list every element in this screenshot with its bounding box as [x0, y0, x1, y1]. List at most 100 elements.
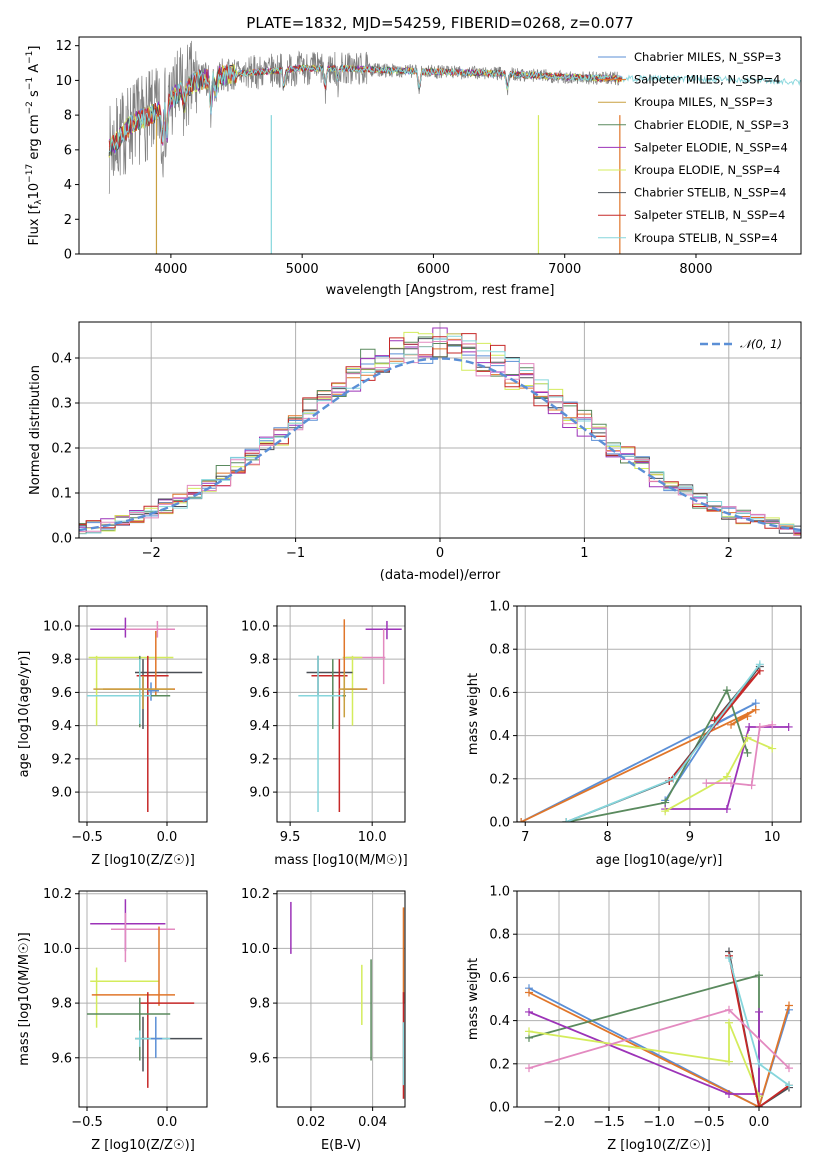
y-tick-label: 10.0 [43, 619, 72, 634]
series-marker [768, 720, 777, 729]
legend-entry: Chabrier ELODIE, N_SSP=3 [634, 118, 789, 132]
axes-frame [78, 890, 208, 1108]
y-tick-label: 1.0 [489, 600, 510, 615]
y-tick-label: 9.6 [51, 686, 72, 701]
series-marker [785, 1001, 793, 1010]
series-marker [725, 1005, 733, 1014]
y-tick-label: 10 [55, 74, 72, 89]
x-axis-label: age [log10(age/yr)] [596, 853, 723, 868]
x-tick-label: 7000 [548, 262, 581, 277]
errorbar-point [339, 672, 366, 718]
series-marker [702, 779, 711, 788]
x-tick-label: 9.5 [280, 830, 301, 845]
y-tick-label: 10.2 [43, 887, 72, 902]
y-tick-label: 0.0 [489, 1101, 510, 1116]
series-line-salpeter-elodie [665, 726, 789, 810]
mass_weight_vs_Z-plot-area [525, 947, 793, 1107]
series-marker [755, 1059, 763, 1068]
x-tick-label: 0.04 [358, 1115, 387, 1130]
legend-entry: Salpeter MILES, N_SSP=4 [634, 73, 780, 87]
series-marker [755, 660, 764, 669]
residual_histogram-panel: −2 −1 0 1 2 0.0 0.1 0.2 0.3 0.4 (data-model)/error… [28, 321, 802, 583]
age_vs_Z-panel: −0.5 0.0 9.0 9.2 9.4 9.6 9.8 10.0 Z [log10(Z/Z☉)… [17, 605, 208, 868]
series-marker [743, 712, 752, 721]
x-tick-label: −1.0 [643, 1115, 675, 1130]
x-tick-label: 0.0 [157, 1115, 178, 1130]
age_vs_Z-plot-area [87, 617, 203, 813]
y-tick-label: 9.0 [51, 786, 72, 801]
axes-frame [516, 605, 802, 823]
y-tick-label: 8 [64, 109, 72, 124]
series-marker [661, 807, 670, 816]
legend-entry: Kroupa MILES, N_SSP=3 [634, 95, 773, 109]
y-tick-label: 9.4 [249, 719, 270, 734]
age_vs_mass-plot-area [298, 619, 402, 813]
series-marker [785, 1081, 793, 1090]
normal-pdf-line [79, 357, 801, 532]
series-marker [669, 774, 678, 783]
y-axis-label: mass weight [466, 958, 481, 1040]
series-marker [725, 1018, 733, 1027]
errorbar-point [139, 992, 195, 1088]
series-marker [525, 1007, 533, 1016]
mass_vs_EBV-panel: 0.02 0.04 9.6 9.8 10.0 10.2 E(B-V) [241, 887, 406, 1153]
mass_weight_vs_age-panel: 7 8 9 10 0.0 0.2 0.4 0.6 0.8 1.0 age [log10(age/yr… [466, 600, 802, 868]
x-axis-label: Z [log10(Z/Z☉)] [91, 853, 195, 868]
errorbar-point [87, 659, 151, 724]
y-tick-label: 9.2 [51, 752, 72, 767]
chart-title: PLATE=1832, MJD=54259, FIBERID=0268, z=0… [246, 14, 633, 32]
x-tick-label: 1 [580, 546, 588, 561]
axes-frame [276, 605, 406, 823]
model-spectrum-kroupa-stelib [109, 64, 801, 152]
y-tick-label: 2 [64, 213, 72, 228]
histogram-step-kroupa-stelib [79, 335, 801, 535]
series-marker [525, 1027, 533, 1036]
series-line-salpeter-miles [520, 708, 757, 822]
x-tick-label: −2 [142, 546, 161, 561]
y-tick-label: 0.0 [51, 532, 72, 547]
series-marker [785, 1064, 793, 1073]
x-tick-label: 10.0 [358, 830, 387, 845]
model-spectrum-salpeter-stelib [108, 64, 623, 152]
series-marker [751, 705, 760, 714]
mass_vs_EBV-plot-area [290, 901, 405, 1099]
axes-frame [78, 321, 802, 539]
age_vs_mass-panel: 9.5 10.0 9.0 9.2 9.4 9.6 9.8 10.0 mass [log10(M/… [241, 605, 408, 868]
series-line-salpeter-stelib [728, 955, 790, 1107]
x-axis-label: E(B-V) [321, 1138, 361, 1153]
errorbar-point [147, 682, 159, 701]
series-marker [743, 748, 752, 757]
x-tick-label: 0.02 [296, 1115, 325, 1130]
y-tick-label: 12 [55, 39, 72, 54]
series-marker [747, 781, 756, 790]
y-tick-label: 0.4 [51, 352, 72, 367]
errorbar-point [87, 997, 171, 1061]
axes-frame [78, 36, 802, 255]
y-tick-label: 9.8 [249, 997, 270, 1012]
x-tick-label: 0.0 [157, 830, 178, 845]
x-tick-label: 4000 [154, 262, 187, 277]
errorbar-point [93, 675, 174, 710]
errorbar-point [91, 926, 175, 1006]
y-tick-label: 9.8 [249, 653, 270, 668]
legend-entry: Kroupa ELODIE, N_SSP=4 [634, 163, 780, 177]
y-tick-label: 9.6 [51, 1051, 72, 1066]
series-line-kroupa-elodie [528, 1022, 760, 1097]
y-tick-label: 0.2 [489, 1057, 510, 1072]
mass_vs_Z-plot-area [87, 899, 203, 1088]
series-marker [525, 988, 533, 997]
legend-entry: Kroupa STELIB, N_SSP=4 [634, 231, 778, 245]
axes-frame [276, 890, 406, 1108]
axes-frame [516, 890, 802, 1108]
mass_vs_Z-panel: −0.5 0.0 9.6 9.8 10.0 10.2 Z [log10(Z/Z☉)] mass… [17, 887, 208, 1153]
series-line-salpeter-elodie [528, 1011, 760, 1095]
histogram-step-pink [79, 339, 801, 536]
x-tick-label: −1.5 [593, 1115, 625, 1130]
y-tick-label: 6 [64, 143, 72, 158]
y-tick-label: 9.4 [51, 719, 72, 734]
x-tick-label: −1 [286, 546, 305, 561]
y-tick-label: 9.8 [51, 997, 72, 1012]
errorbar-point [125, 620, 175, 638]
series-marker [725, 953, 733, 962]
